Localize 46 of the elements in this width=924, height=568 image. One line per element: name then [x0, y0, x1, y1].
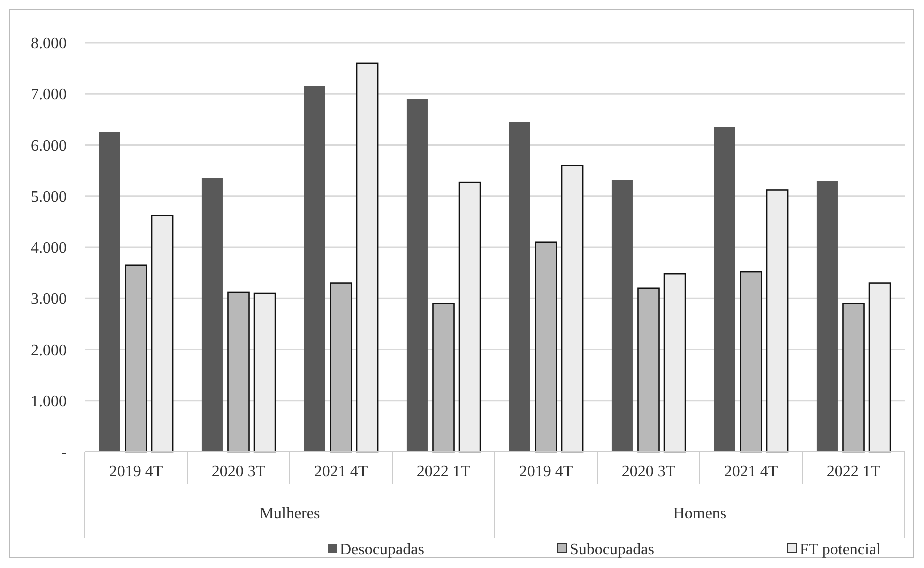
- bar: [612, 180, 633, 452]
- y-tick-label: 4.000: [31, 240, 67, 258]
- bar: [816, 181, 838, 452]
- bar: [202, 178, 223, 452]
- bar: [432, 303, 455, 453]
- legend-label: Desocupadas: [340, 542, 424, 559]
- bar: [561, 165, 584, 453]
- bar: [458, 182, 482, 453]
- bar: [842, 303, 865, 453]
- x-tick-label: 2021 4T: [314, 464, 368, 481]
- bar: [304, 86, 326, 452]
- y-tick-label: 2.000: [31, 342, 67, 360]
- bar: [664, 273, 686, 453]
- bar: [714, 127, 736, 452]
- y-tick-label: 3.000: [31, 291, 67, 308]
- bar: [535, 242, 558, 453]
- y-tick-label: 5.000: [31, 188, 67, 206]
- y-tick-label: 1.000: [31, 393, 67, 410]
- y-tick-label: 7.000: [31, 86, 67, 104]
- bar: [868, 282, 892, 453]
- bar: [766, 190, 789, 453]
- bar: [638, 288, 660, 453]
- bar: [330, 282, 352, 453]
- text: Mulheres: [260, 506, 320, 523]
- bar: [406, 99, 428, 452]
- x-tick-label: 2019 4T: [109, 464, 164, 481]
- bar: [125, 264, 148, 453]
- legend-label: FT potencial: [800, 542, 882, 559]
- bar: [151, 215, 174, 453]
- x-tick-label: 2020 3T: [622, 464, 676, 481]
- x-tick-label: 2019 4T: [519, 464, 574, 481]
- y-tick-label: -: [62, 444, 67, 462]
- bar: [509, 122, 530, 452]
- x-tick-label: 2022 1T: [416, 464, 471, 481]
- x-tick-label: 2022 1T: [826, 464, 881, 481]
- bar: [254, 292, 276, 453]
- bar: [740, 271, 762, 453]
- bar: [99, 132, 120, 452]
- x-tick-label: 2020 3T: [212, 464, 266, 481]
- bar: [356, 62, 379, 453]
- x-tick-label: 2021 4T: [724, 464, 778, 481]
- y-tick-label: 6.000: [31, 138, 67, 155]
- y-tick-label: 8.000: [31, 36, 67, 53]
- bar: [228, 292, 250, 453]
- legend-label: Subocupadas: [570, 542, 654, 559]
- text: Homens: [673, 506, 727, 523]
